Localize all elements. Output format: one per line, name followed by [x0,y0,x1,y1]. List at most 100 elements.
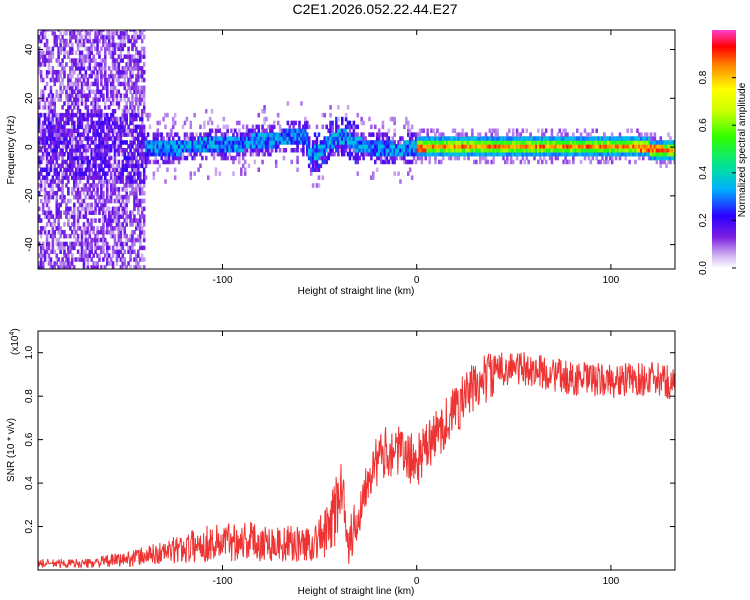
spectrogram-cell [100,155,103,161]
spectrogram-cell [117,159,121,165]
spectrogram-cell [74,112,78,118]
spectrogram-cell [98,38,101,44]
spectrogram-cell [88,50,92,55]
spectrogram-cell [63,241,66,247]
spectrogram-cell [119,136,123,141]
spectrogram-cell [131,116,134,122]
spectrogram-cell [278,148,282,153]
spectrogram-cell [300,148,303,153]
spectrogram-cell [117,253,121,258]
spectrogram-cell [195,151,198,157]
spectrogram-cell [80,206,84,212]
spectrogram-cell [111,261,115,266]
spectrogram-cell [471,144,474,149]
spectrogram-cell [121,109,125,114]
spectrogram-cell [41,249,45,254]
spectrogram-cell [290,136,294,141]
spectrogram-cell [634,159,637,165]
spectrogram-cell [405,140,408,145]
spectrogram-cell [142,124,146,130]
spectrogram-cell [238,144,241,149]
spectrogram-cell [443,144,447,149]
spectrogram-cell [554,136,558,141]
spectrogram-cell [329,144,332,149]
spectrogram-cell [618,132,622,137]
spectrogram-cell [399,140,402,145]
spectrogram-cell [129,171,132,176]
spectrogram-cell [51,233,55,239]
spectrogram-cell [162,144,165,149]
spectrogram-cell [117,237,121,243]
spectrogram-cell [92,183,95,188]
spectrogram-cell [436,136,439,141]
spectrogram-cell [440,151,443,157]
spectrogram-cell [653,140,657,145]
spectrogram-cell [65,265,68,269]
spectrogram-cell [605,159,608,165]
spectrogram-cell [500,148,503,153]
spectrogram-cell [71,50,74,55]
spectrogram-cell [142,128,146,133]
spectrogram-cell [73,163,76,169]
spectrogram-cell [645,144,649,149]
spectrogram-cell [88,249,92,254]
spectrogram-cell [80,81,84,87]
spectrogram-cell [61,191,64,196]
spectrogram-cell [65,132,68,137]
spectrogram-cell [222,140,226,145]
spectrogram-cell [125,148,128,153]
spectrogram-cell [61,175,64,180]
spectrogram-cell [177,140,181,145]
spectrogram-cell [69,155,72,161]
spectrogram-cell [127,237,130,243]
spectrogram-cell [106,179,109,184]
spectrogram-cell [109,128,113,133]
spectrogram-cell [140,112,144,118]
spectrogram-cell [59,46,62,52]
spectrogram-cell [90,89,93,94]
spectrogram-cell [80,237,84,243]
spectrogram-cell [360,144,363,149]
spectrogram-cell [564,148,567,153]
spectrogram-cell [566,140,569,145]
spectrogram-cell [53,179,57,184]
spectrogram-cell [125,30,128,32]
spectrogram-cell [595,155,598,161]
spectrogram-cell [84,81,88,87]
spectrogram-cell [47,241,51,247]
spectrogram-cell [651,140,655,145]
spectrogram-cell [43,151,47,157]
spectrogram-cell [47,159,51,165]
spectrogram-cell [609,144,612,149]
spectrogram-cell [104,54,107,59]
spectrogram-cell [123,230,127,235]
spectrogram-cell [515,151,519,157]
spectrogram-cell [383,144,387,149]
spectrogram-cell [597,159,600,165]
spectrogram-cell [508,148,511,153]
spectrogram-cell [104,42,107,48]
spectrogram-cell [139,54,142,59]
spectrogram-cell [98,66,101,71]
spectrogram-cell [107,230,111,235]
spectrogram-cell [552,140,556,145]
spectrogram-cell [282,148,286,153]
spectrogram-cell [80,230,84,235]
spectrogram-cell [115,120,119,126]
spectrogram-cell [529,151,532,157]
spectrogram-cell [232,136,235,141]
spectrogram-cell [41,77,45,83]
spectrogram-cell [451,148,455,153]
spectrogram-cell [579,140,583,145]
spectrogram-cell [628,136,631,141]
spectrogram-cell [121,241,125,247]
spectrogram-cell [100,187,103,192]
spectrogram-cell [139,93,142,98]
spectrogram-cell [80,163,84,169]
spectrogram-cell [67,206,70,212]
spectrogram-cell [267,124,270,130]
spectrogram-cell [125,159,128,165]
spectrogram-cell [38,62,41,67]
spectrogram-cell [502,155,505,161]
spectrogram-cell [98,148,101,153]
